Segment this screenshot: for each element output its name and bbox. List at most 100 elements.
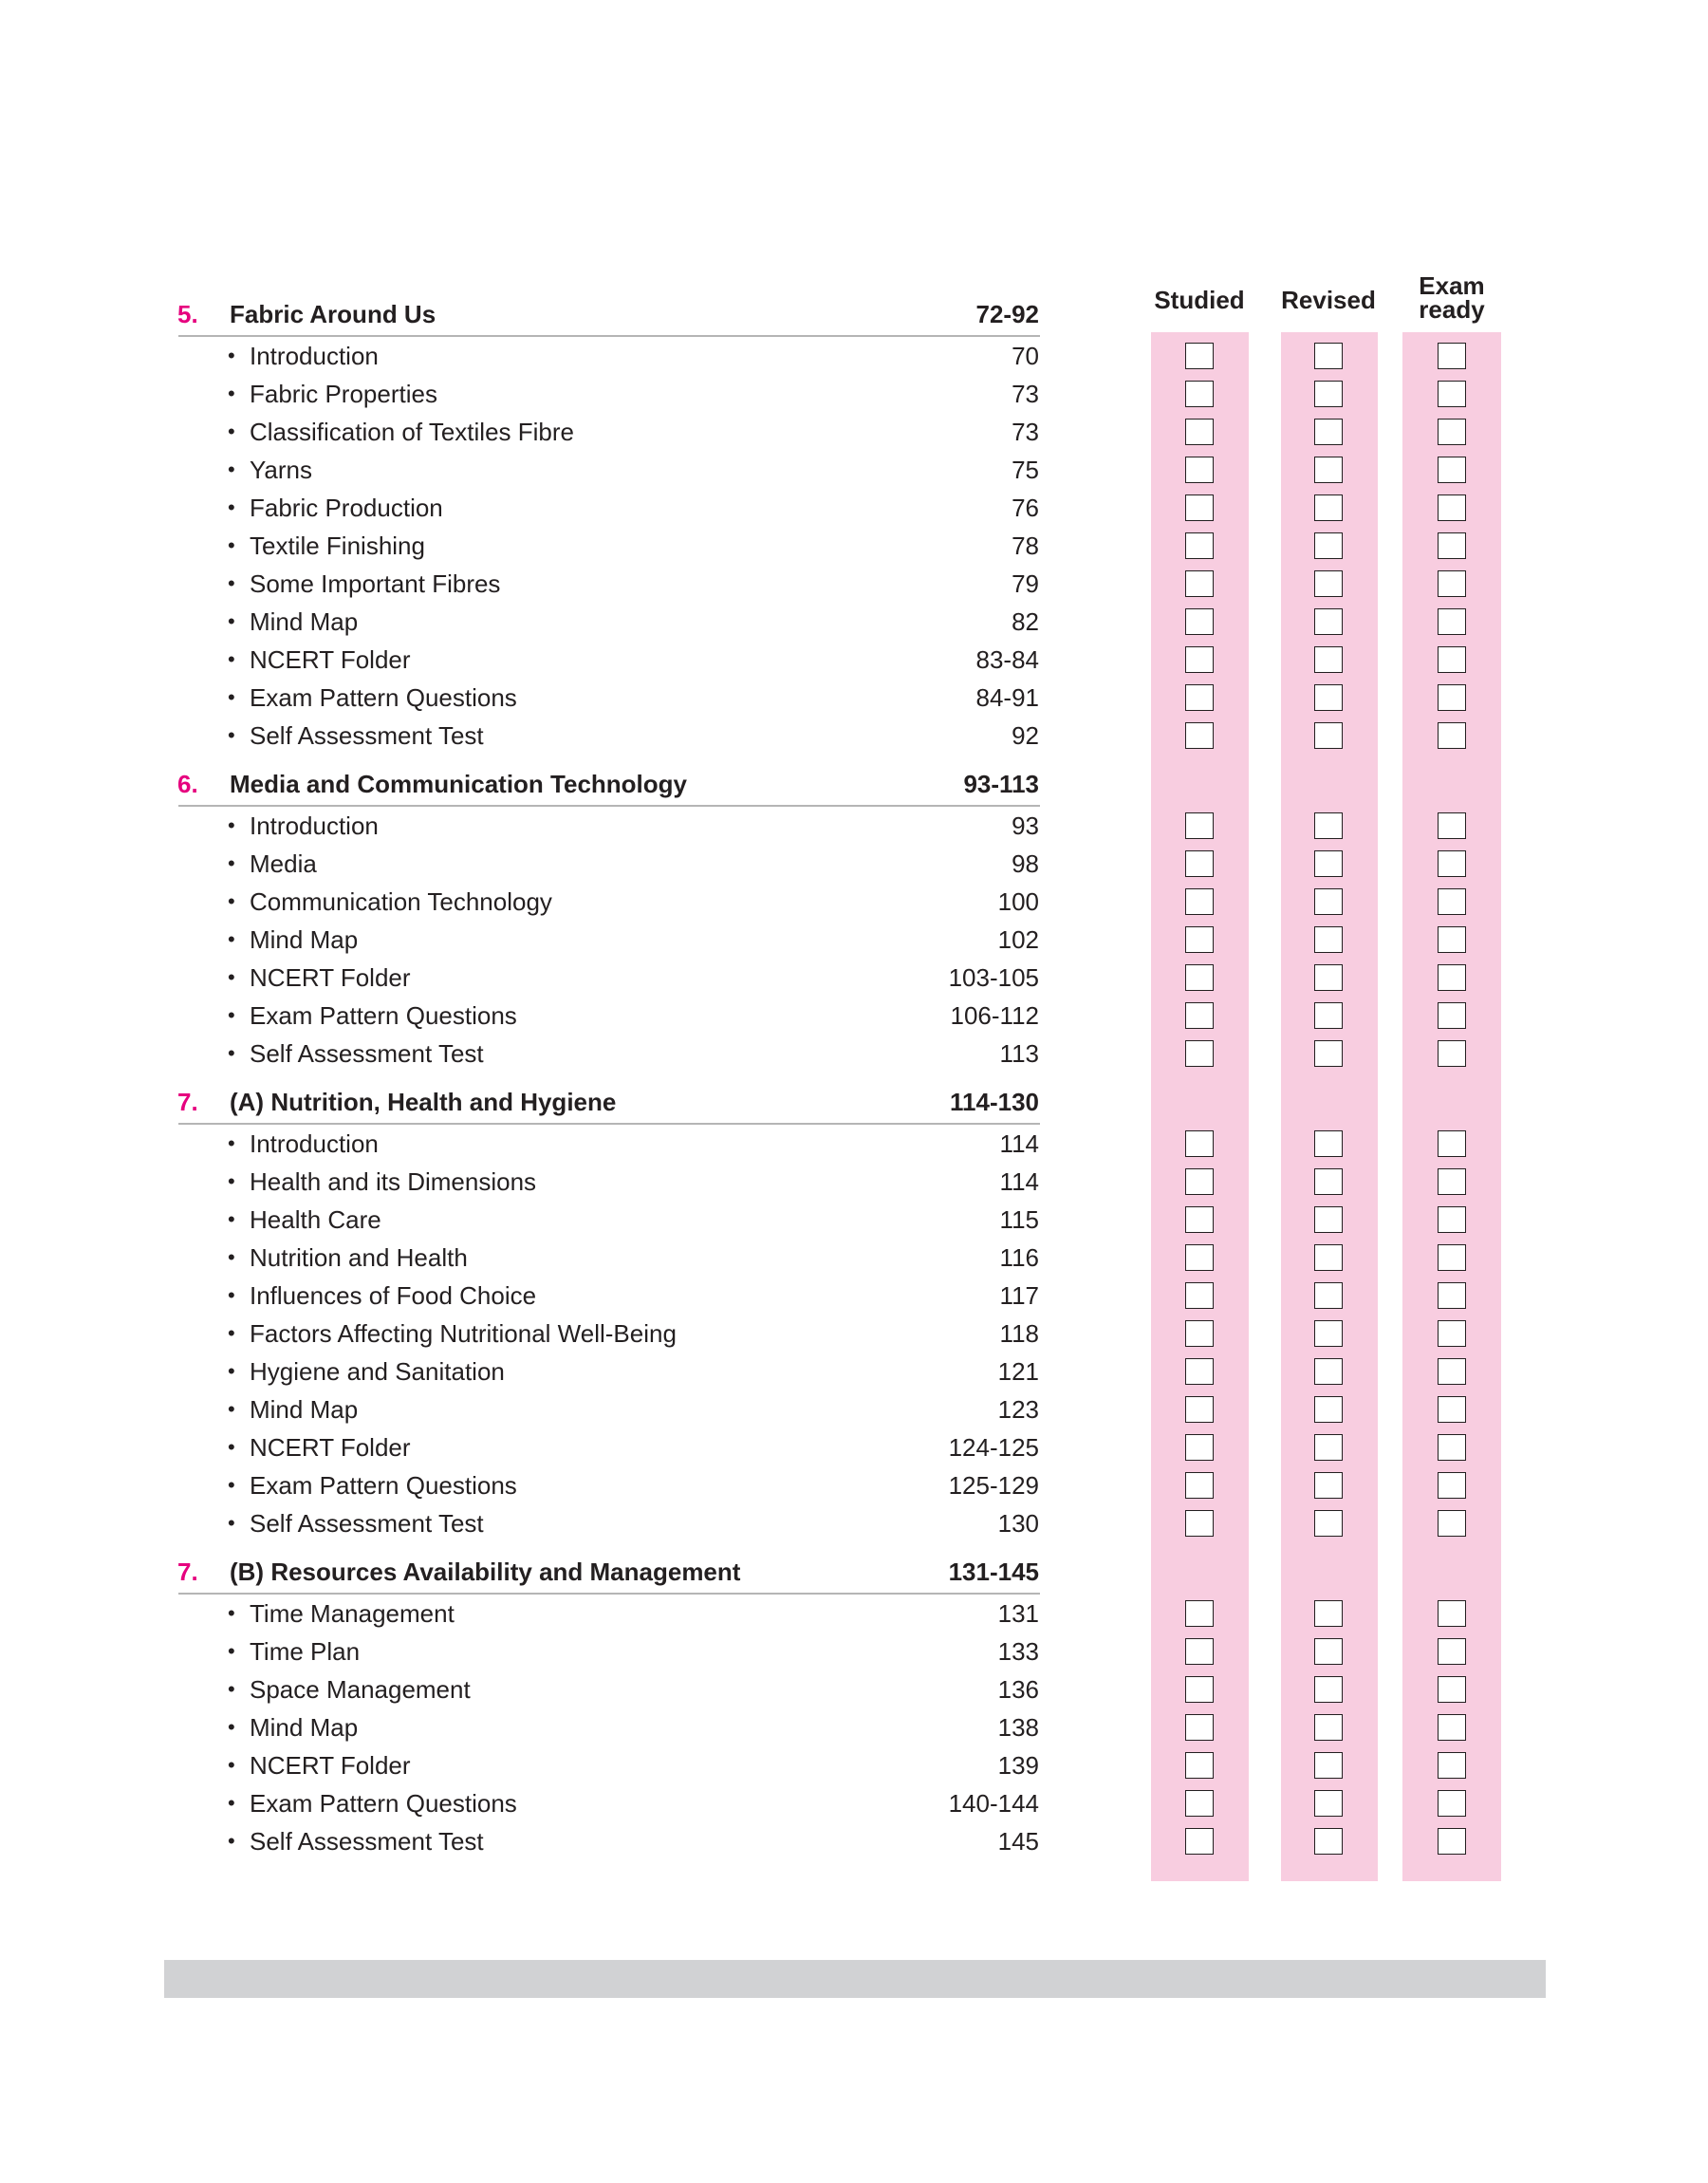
exam-ready-checkbox[interactable] — [1438, 1320, 1466, 1347]
revised-checkbox[interactable] — [1314, 812, 1343, 839]
exam-ready-checkbox[interactable] — [1438, 1002, 1466, 1029]
studied-checkbox[interactable] — [1185, 1358, 1214, 1385]
revised-checkbox[interactable] — [1314, 1320, 1343, 1347]
exam-ready-checkbox[interactable] — [1438, 532, 1466, 559]
studied-checkbox[interactable] — [1185, 608, 1214, 635]
exam-ready-checkbox[interactable] — [1438, 812, 1466, 839]
exam-ready-checkbox[interactable] — [1438, 494, 1466, 521]
studied-checkbox[interactable] — [1185, 494, 1214, 521]
studied-checkbox[interactable] — [1185, 888, 1214, 915]
exam-ready-checkbox[interactable] — [1438, 1040, 1466, 1067]
studied-checkbox[interactable] — [1185, 1040, 1214, 1067]
exam-ready-checkbox[interactable] — [1438, 419, 1466, 445]
exam-ready-checkbox[interactable] — [1438, 1790, 1466, 1817]
revised-checkbox[interactable] — [1314, 850, 1343, 877]
studied-checkbox[interactable] — [1185, 646, 1214, 673]
revised-checkbox[interactable] — [1314, 1472, 1343, 1499]
studied-checkbox[interactable] — [1185, 926, 1214, 953]
studied-checkbox[interactable] — [1185, 1002, 1214, 1029]
exam-ready-checkbox[interactable] — [1438, 1282, 1466, 1309]
revised-checkbox[interactable] — [1314, 1828, 1343, 1855]
revised-checkbox[interactable] — [1314, 1282, 1343, 1309]
exam-ready-checkbox[interactable] — [1438, 684, 1466, 711]
exam-ready-checkbox[interactable] — [1438, 457, 1466, 483]
exam-ready-checkbox[interactable] — [1438, 1472, 1466, 1499]
revised-checkbox[interactable] — [1314, 1130, 1343, 1157]
revised-checkbox[interactable] — [1314, 381, 1343, 407]
exam-ready-checkbox[interactable] — [1438, 646, 1466, 673]
revised-checkbox[interactable] — [1314, 1396, 1343, 1423]
studied-checkbox[interactable] — [1185, 419, 1214, 445]
revised-checkbox[interactable] — [1314, 888, 1343, 915]
exam-ready-checkbox[interactable] — [1438, 1168, 1466, 1195]
studied-checkbox[interactable] — [1185, 381, 1214, 407]
exam-ready-checkbox[interactable] — [1438, 381, 1466, 407]
studied-checkbox[interactable] — [1185, 1600, 1214, 1627]
revised-checkbox[interactable] — [1314, 1002, 1343, 1029]
studied-checkbox[interactable] — [1185, 1752, 1214, 1779]
studied-checkbox[interactable] — [1185, 1320, 1214, 1347]
studied-checkbox[interactable] — [1185, 812, 1214, 839]
studied-checkbox[interactable] — [1185, 1472, 1214, 1499]
revised-checkbox[interactable] — [1314, 1358, 1343, 1385]
exam-ready-checkbox[interactable] — [1438, 1244, 1466, 1271]
revised-checkbox[interactable] — [1314, 1040, 1343, 1067]
exam-ready-checkbox[interactable] — [1438, 343, 1466, 369]
revised-checkbox[interactable] — [1314, 926, 1343, 953]
studied-checkbox[interactable] — [1185, 570, 1214, 597]
exam-ready-checkbox[interactable] — [1438, 1600, 1466, 1627]
revised-checkbox[interactable] — [1314, 964, 1343, 991]
studied-checkbox[interactable] — [1185, 964, 1214, 991]
exam-ready-checkbox[interactable] — [1438, 1828, 1466, 1855]
exam-ready-checkbox[interactable] — [1438, 964, 1466, 991]
revised-checkbox[interactable] — [1314, 1676, 1343, 1703]
studied-checkbox[interactable] — [1185, 532, 1214, 559]
studied-checkbox[interactable] — [1185, 684, 1214, 711]
exam-ready-checkbox[interactable] — [1438, 926, 1466, 953]
revised-checkbox[interactable] — [1314, 1206, 1343, 1233]
revised-checkbox[interactable] — [1314, 570, 1343, 597]
exam-ready-checkbox[interactable] — [1438, 1676, 1466, 1703]
studied-checkbox[interactable] — [1185, 343, 1214, 369]
studied-checkbox[interactable] — [1185, 1168, 1214, 1195]
revised-checkbox[interactable] — [1314, 1244, 1343, 1271]
revised-checkbox[interactable] — [1314, 1752, 1343, 1779]
revised-checkbox[interactable] — [1314, 646, 1343, 673]
exam-ready-checkbox[interactable] — [1438, 850, 1466, 877]
revised-checkbox[interactable] — [1314, 608, 1343, 635]
exam-ready-checkbox[interactable] — [1438, 888, 1466, 915]
exam-ready-checkbox[interactable] — [1438, 1752, 1466, 1779]
exam-ready-checkbox[interactable] — [1438, 1396, 1466, 1423]
studied-checkbox[interactable] — [1185, 850, 1214, 877]
exam-ready-checkbox[interactable] — [1438, 722, 1466, 749]
exam-ready-checkbox[interactable] — [1438, 1130, 1466, 1157]
exam-ready-checkbox[interactable] — [1438, 1638, 1466, 1665]
studied-checkbox[interactable] — [1185, 722, 1214, 749]
exam-ready-checkbox[interactable] — [1438, 1434, 1466, 1461]
studied-checkbox[interactable] — [1185, 1282, 1214, 1309]
revised-checkbox[interactable] — [1314, 419, 1343, 445]
studied-checkbox[interactable] — [1185, 1790, 1214, 1817]
exam-ready-checkbox[interactable] — [1438, 1206, 1466, 1233]
revised-checkbox[interactable] — [1314, 494, 1343, 521]
exam-ready-checkbox[interactable] — [1438, 608, 1466, 635]
revised-checkbox[interactable] — [1314, 684, 1343, 711]
revised-checkbox[interactable] — [1314, 722, 1343, 749]
revised-checkbox[interactable] — [1314, 1510, 1343, 1537]
studied-checkbox[interactable] — [1185, 1130, 1214, 1157]
studied-checkbox[interactable] — [1185, 1828, 1214, 1855]
revised-checkbox[interactable] — [1314, 1434, 1343, 1461]
exam-ready-checkbox[interactable] — [1438, 1358, 1466, 1385]
revised-checkbox[interactable] — [1314, 1168, 1343, 1195]
studied-checkbox[interactable] — [1185, 1244, 1214, 1271]
studied-checkbox[interactable] — [1185, 1434, 1214, 1461]
revised-checkbox[interactable] — [1314, 532, 1343, 559]
studied-checkbox[interactable] — [1185, 1638, 1214, 1665]
revised-checkbox[interactable] — [1314, 1714, 1343, 1741]
exam-ready-checkbox[interactable] — [1438, 1510, 1466, 1537]
studied-checkbox[interactable] — [1185, 457, 1214, 483]
studied-checkbox[interactable] — [1185, 1206, 1214, 1233]
studied-checkbox[interactable] — [1185, 1714, 1214, 1741]
revised-checkbox[interactable] — [1314, 1638, 1343, 1665]
studied-checkbox[interactable] — [1185, 1396, 1214, 1423]
